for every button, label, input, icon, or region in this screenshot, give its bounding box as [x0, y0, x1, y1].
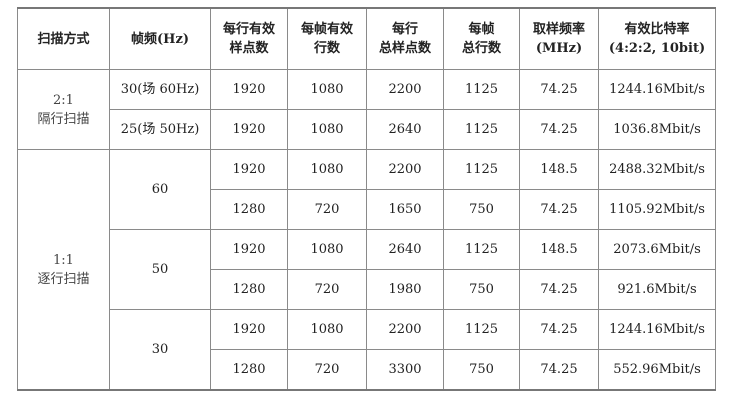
value-cell: 750	[443, 349, 520, 391]
value-cell: 750	[443, 189, 520, 230]
table-row: 30 1920 1080 2200 1125 74.25 1244.16Mbit/s	[18, 309, 716, 391]
value-cell: 148.5	[519, 149, 599, 190]
value-cell: 2200	[366, 149, 444, 190]
header-row: 扫描方式 帧频(Hz) 每行有效 样点数 每帧有效 行数 每行 总样点数 每帧 总行数 取样频率 (M…	[17, 7, 716, 70]
header-cell: 每行 总样点数	[366, 7, 444, 70]
table-row: 25(场 50Hz) 1920 1080 2640 1125 74.25 1036.8Mbi…	[18, 109, 716, 150]
frame-rate-cell: 50	[109, 229, 211, 310]
value-cell: 720	[287, 189, 367, 230]
value-cell: 1080	[287, 69, 367, 110]
value-cell: 1920	[210, 69, 288, 110]
frame-rate-cell: 25(场 50Hz)	[109, 109, 211, 150]
value-cell: 921.6Mbit/s	[598, 269, 716, 310]
scan-mode-cell: 1:1 逐行扫描	[17, 149, 110, 391]
header-cell: 取样频率 (MHz)	[519, 7, 599, 70]
value-cell: 148.5	[519, 229, 599, 270]
value-cell: 1080	[287, 149, 367, 190]
header-cell: 每行有效 样点数	[210, 7, 288, 70]
value-cell: 2640	[366, 109, 444, 150]
value-cell: 1125	[443, 229, 520, 270]
value-cell: 1920	[210, 309, 288, 350]
value-cell: 74.25	[519, 189, 599, 230]
value-cell: 1280	[210, 269, 288, 310]
header-cell: 有效比特率 (4:2:2, 10bit)	[598, 7, 716, 70]
header-cell: 扫描方式	[17, 7, 110, 70]
frame-rate-cell: 60	[109, 149, 211, 230]
table-row: 1:1 逐行扫描 60 1920 1080 2200 1125 148.5 2488.32Mbi…	[17, 149, 716, 391]
value-cell: 74.25	[519, 309, 599, 350]
value-cell: 1920	[210, 229, 288, 270]
value-cell: 1244.16Mbit/s	[598, 69, 716, 110]
table-row: 1280 720 1650 750 74.25 1105.92Mbit/s	[18, 189, 716, 230]
value-cell: 750	[443, 269, 520, 310]
video-format-table: 扫描方式 帧频(Hz) 每行有效 样点数 每帧有效 行数 每行 总样点数 每帧 总行数 取样频率 (M…	[17, 7, 716, 391]
frame-rate-cell: 30(场 60Hz)	[109, 69, 211, 110]
frame-rate-cell: 30	[109, 309, 211, 391]
value-cell: 1980	[366, 269, 444, 310]
value-cell: 1036.8Mbit/s	[598, 109, 716, 150]
value-cell: 1105.92Mbit/s	[598, 189, 716, 230]
value-cell: 3300	[366, 349, 444, 391]
value-cell: 74.25	[519, 269, 599, 310]
value-cell: 1125	[443, 109, 520, 150]
table-row: 1280 720 1980 750 74.25 921.6Mbit/s	[18, 269, 716, 310]
value-cell: 2073.6Mbit/s	[598, 229, 716, 270]
scan-mode-cell: 2:1 隔行扫描	[17, 69, 110, 150]
table-row: 50 1920 1080 2640 1125 148.5 2073.6Mbit/s	[18, 229, 716, 310]
value-cell: 1080	[287, 229, 367, 270]
header-cell: 每帧有效 行数	[287, 7, 367, 70]
value-cell: 1920	[210, 149, 288, 190]
value-cell: 720	[287, 349, 367, 391]
value-cell: 1080	[287, 309, 367, 350]
value-cell: 1920	[210, 109, 288, 150]
value-cell: 1650	[366, 189, 444, 230]
value-cell: 1080	[287, 109, 367, 150]
value-cell: 74.25	[519, 69, 599, 110]
value-cell: 1125	[443, 309, 520, 350]
header-cell: 每帧 总行数	[443, 7, 520, 70]
value-cell: 74.25	[519, 109, 599, 150]
header-cell: 帧频(Hz)	[109, 7, 211, 70]
value-cell: 2640	[366, 229, 444, 270]
value-cell: 1125	[443, 69, 520, 110]
value-cell: 1244.16Mbit/s	[598, 309, 716, 350]
value-cell: 720	[287, 269, 367, 310]
table-row: 2:1 隔行扫描 30(场 60Hz) 1920 1080 2200 1125 74.25 12…	[17, 69, 716, 150]
value-cell: 2488.32Mbit/s	[598, 149, 716, 190]
value-cell: 2200	[366, 69, 444, 110]
table-row: 1280 720 3300 750 74.25 552.96Mbit/s	[18, 349, 716, 391]
value-cell: 1280	[210, 189, 288, 230]
value-cell: 1280	[210, 349, 288, 391]
value-cell: 74.25	[519, 349, 599, 391]
value-cell: 552.96Mbit/s	[598, 349, 716, 391]
value-cell: 2200	[366, 309, 444, 350]
value-cell: 1125	[443, 149, 520, 190]
